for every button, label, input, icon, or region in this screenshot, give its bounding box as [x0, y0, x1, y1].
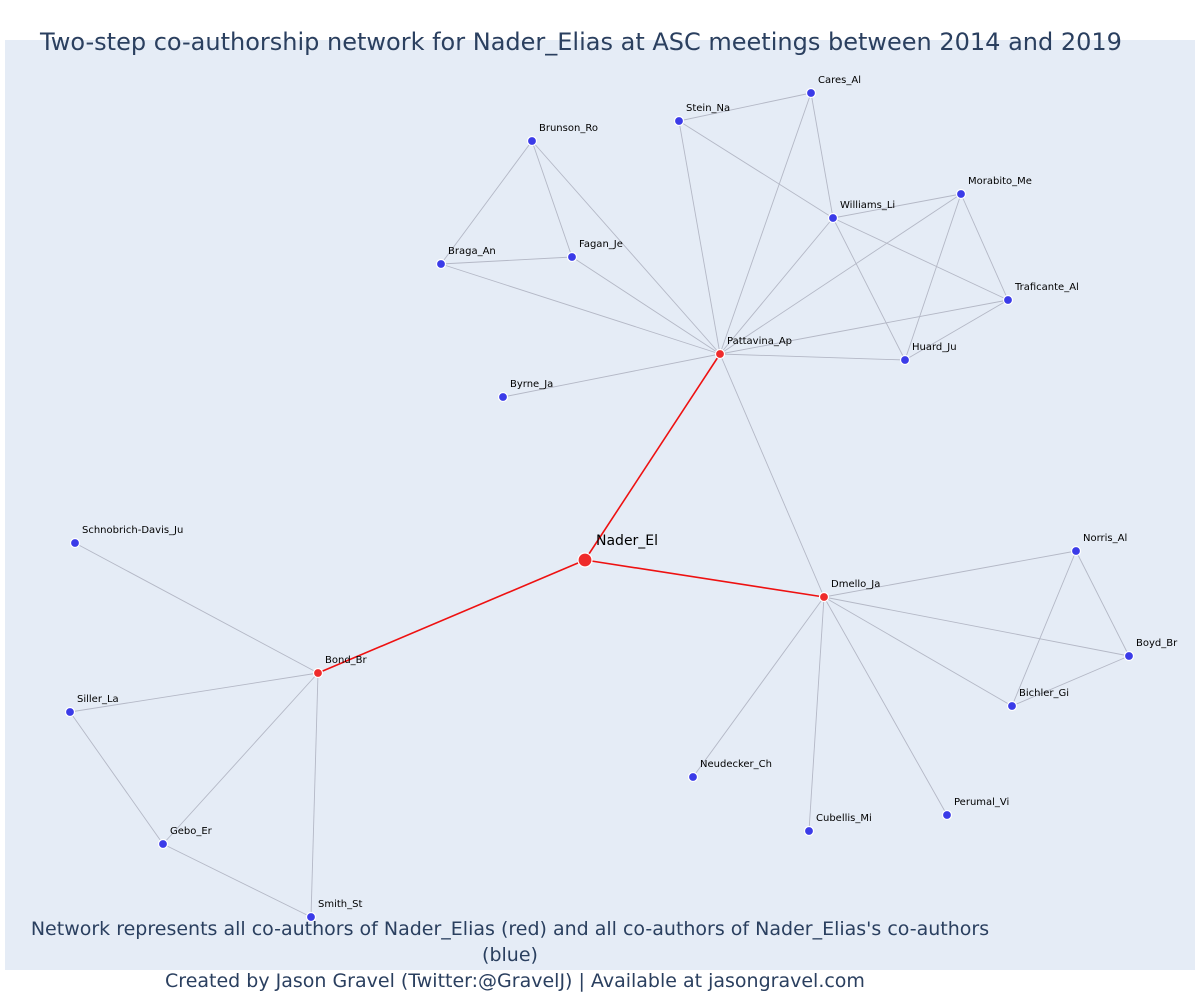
node-brunson-ro[interactable]	[526, 135, 538, 147]
edge-pattavina-ap-cares-al	[719, 92, 812, 355]
node-smith-st[interactable]	[305, 911, 317, 923]
node-byrne-ja[interactable]	[497, 391, 509, 403]
edge-dmello-ja-boyd-br	[823, 596, 1130, 657]
edge-pattavina-ap-williams-li	[719, 217, 834, 355]
edge-pattavina-ap-byrne-ja	[502, 353, 721, 398]
node-label-norris-al: Norris_Al	[1083, 533, 1127, 544]
node-label-cubellis-mi: Cubellis_Mi	[816, 813, 872, 824]
edge-traficante-al-huard-ju	[904, 299, 1009, 361]
node-label-bichler-gi: Bichler_Gi	[1019, 688, 1069, 699]
footnote: Network represents all co-authors of Nad…	[0, 916, 1020, 994]
edge-pattavina-ap-dmello-ja	[719, 353, 825, 598]
chart-title: Two-step co-authorship network for Nader…	[40, 28, 1122, 56]
edge-pattavina-ap-brunson-ro	[531, 140, 721, 355]
edge-brunson-ro-fagan-je	[531, 140, 573, 258]
node-label-gebo-er: Gebo_Er	[170, 826, 213, 837]
footnote-line-1: Network represents all co-authors of Nad…	[30, 918, 990, 966]
edge-williams-li-morabito-me	[832, 193, 962, 219]
edge-nader-el-pattavina-ap	[584, 353, 721, 561]
node-label-traficante-al: Traficante_Al	[1014, 282, 1079, 293]
edge-cares-al-williams-li	[810, 92, 834, 219]
node-braga-an[interactable]	[435, 258, 447, 270]
node-label-boyd-br: Boyd_Br	[1136, 638, 1178, 649]
edge-pattavina-ap-fagan-je	[571, 256, 721, 355]
node-label-bond-br: Bond_Br	[325, 655, 368, 666]
node-label-perumal-vi: Perumal_Vi	[954, 797, 1009, 808]
edge-stein-na-williams-li	[678, 120, 834, 219]
edge-pattavina-ap-morabito-me	[719, 193, 962, 355]
edge-dmello-ja-neudecker-ch	[692, 596, 825, 778]
node-label-cares-al: Cares_Al	[818, 75, 861, 86]
plot-background	[5, 40, 1195, 970]
edge-boyd-br-bichler-gi	[1011, 655, 1130, 707]
node-label-byrne-ja: Byrne_Ja	[510, 379, 553, 390]
node-nader-el[interactable]	[577, 552, 593, 568]
node-label-fagan-je: Fagan_Je	[579, 239, 623, 250]
edge-gebo-er-smith-st	[162, 843, 312, 918]
node-pattavina-ap[interactable]	[714, 348, 726, 360]
node-label-dmello-ja: Dmello_Ja	[831, 579, 880, 590]
node-label-stein-na: Stein_Na	[686, 103, 730, 114]
node-boyd-br[interactable]	[1123, 650, 1135, 662]
footnote-line-2: Created by Jason Gravel (Twitter:@Gravel…	[165, 970, 865, 992]
node-neudecker-ch[interactable]	[687, 771, 699, 783]
node-fagan-je[interactable]	[566, 251, 578, 263]
edge-morabito-me-huard-ju	[904, 193, 962, 361]
edges-layer	[69, 92, 1130, 918]
node-gebo-er[interactable]	[157, 838, 169, 850]
node-label-neudecker-ch: Neudecker_Ch	[700, 759, 772, 770]
edge-siller-la-gebo-er	[69, 711, 164, 845]
edge-pattavina-ap-huard-ju	[719, 353, 906, 361]
node-label-smith-st: Smith_St	[318, 899, 362, 910]
node-norris-al[interactable]	[1070, 545, 1082, 557]
edge-norris-al-boyd-br	[1075, 550, 1130, 657]
edge-bond-br-smith-st	[310, 672, 319, 918]
edge-brunson-ro-braga-an	[440, 140, 533, 265]
edge-braga-an-fagan-je	[440, 256, 573, 265]
edge-pattavina-ap-stein-na	[678, 120, 721, 355]
node-label-morabito-me: Morabito_Me	[968, 176, 1032, 187]
node-label-brunson-ro: Brunson_Ro	[539, 123, 598, 134]
node-schnobrich-davis-ju[interactable]	[69, 537, 81, 549]
edge-williams-li-huard-ju	[832, 217, 906, 361]
edge-bond-br-schnobrich-davis-ju	[74, 542, 319, 674]
edge-nader-el-bond-br	[317, 559, 586, 674]
node-huard-ju[interactable]	[899, 354, 911, 366]
node-dmello-ja[interactable]	[818, 591, 830, 603]
edge-norris-al-bichler-gi	[1011, 550, 1077, 707]
node-bichler-gi[interactable]	[1006, 700, 1018, 712]
node-bond-br[interactable]	[312, 667, 324, 679]
node-label-nader-el: Nader_El	[596, 533, 658, 549]
edge-pattavina-ap-braga-an	[440, 263, 721, 355]
node-siller-la[interactable]	[64, 706, 76, 718]
edge-williams-li-traficante-al	[832, 217, 1009, 301]
edge-bond-br-gebo-er	[162, 672, 319, 845]
node-label-siller-la: Siller_La	[77, 694, 119, 705]
node-perumal-vi[interactable]	[941, 809, 953, 821]
node-traficante-al[interactable]	[1002, 294, 1014, 306]
node-cares-al[interactable]	[805, 87, 817, 99]
node-stein-na[interactable]	[673, 115, 685, 127]
node-label-williams-li: Williams_Li	[840, 200, 895, 211]
node-williams-li[interactable]	[827, 212, 839, 224]
node-label-schnobrich-davis-ju: Schnobrich-Davis_Ju	[82, 525, 183, 536]
edge-nader-el-dmello-ja	[584, 559, 825, 598]
edge-pattavina-ap-traficante-al	[719, 299, 1009, 355]
edge-dmello-ja-cubellis-mi	[808, 596, 825, 832]
node-cubellis-mi[interactable]	[803, 825, 815, 837]
edge-dmello-ja-norris-al	[823, 550, 1077, 598]
labels-layer: Nader_El Pattavina_Ap Dmello_Ja Bond_Br Care…	[77, 75, 1178, 910]
edge-stein-na-cares-al	[678, 92, 812, 122]
edge-morabito-me-traficante-al	[960, 193, 1009, 301]
edge-dmello-ja-bichler-gi	[823, 596, 1013, 707]
edge-dmello-ja-perumal-vi	[823, 596, 948, 816]
nodes-layer	[64, 87, 1135, 923]
node-label-braga-an: Braga_An	[448, 246, 496, 257]
node-morabito-me[interactable]	[955, 188, 967, 200]
node-label-pattavina-ap: Pattavina_Ap	[727, 336, 792, 347]
edge-bond-br-siller-la	[69, 672, 319, 713]
node-label-huard-ju: Huard_Ju	[912, 342, 957, 353]
